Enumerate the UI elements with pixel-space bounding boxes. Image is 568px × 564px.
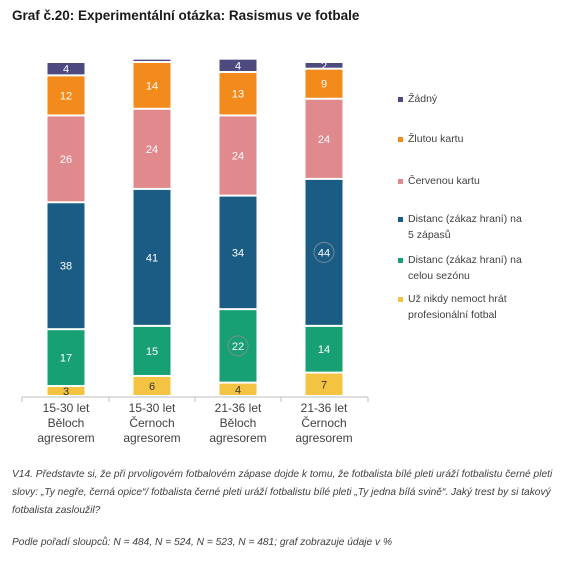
category-label-1-line-2: Běloch	[48, 416, 85, 430]
legend-swatch-distanc-zakaz-hrani-na-celou-sezonu	[398, 258, 403, 263]
value-label-uz-nikdy-nemoct-hrat-profesionalni-fotbal-2: 6	[149, 381, 155, 393]
bar-segment-zadny-2	[133, 59, 171, 61]
legend-swatch-cervenou-kartu	[398, 179, 403, 184]
value-label-distanc-zakaz-hrani-na-celou-sezonu-3: 22	[232, 341, 244, 353]
bar-segment-zadny-3	[219, 59, 257, 72]
category-label-4-line-2: Černoch	[301, 415, 346, 430]
stacked-bar-chart: 3 17 38 26 12 4 6 15 41 24 14 4 22 34 24 13 4 7 14 44 24 9 2 1…	[21, 59, 522, 445]
bar-segment-distanc-zakaz-hrani-na-celou-sezonu-2	[133, 326, 171, 375]
bar-segment-cervenou-kartu-2	[133, 109, 171, 188]
value-highlight-circle	[313, 241, 335, 263]
value-label-zlutou-kartu-2: 14	[146, 80, 158, 92]
category-label-2-line-2: Černoch	[129, 415, 174, 430]
value-label-cervenou-kartu-1: 26	[60, 154, 72, 166]
value-label-zlutou-kartu-3: 13	[232, 89, 244, 101]
category-label-3-line-2: Běloch	[220, 416, 257, 430]
bar-segment-distanc-zakaz-hrani-na-5-zapasu-2	[133, 189, 171, 325]
value-highlight-circle	[227, 335, 249, 357]
legend-swatch-zadny	[398, 97, 403, 102]
value-label-uz-nikdy-nemoct-hrat-profesionalni-fotbal-4: 7	[321, 379, 327, 391]
bar-segment-uz-nikdy-nemoct-hrat-profesionalni-fotbal-3	[219, 383, 257, 395]
category-label-4-line-1: 21-36 let	[301, 401, 348, 415]
bar-segment-zlutou-kartu-1	[47, 76, 85, 115]
chart-title: Graf č.20: Experimentální otázka: Rasism…	[12, 8, 360, 23]
category-label-4-line-3: agresorem	[295, 431, 352, 445]
legend-swatch-zlutou-kartu	[398, 137, 403, 142]
value-label-distanc-zakaz-hrani-na-celou-sezonu-1: 17	[60, 353, 72, 365]
bar-segment-zadny-4	[305, 63, 343, 68]
legend-label-distanc-zakaz-hrani-na-5-zapasu-line-1: Distanc (zákaz hraní) na	[408, 213, 522, 225]
value-label-uz-nikdy-nemoct-hrat-profesionalni-fotbal-3: 4	[235, 384, 241, 396]
bar-segment-distanc-zakaz-hrani-na-celou-sezonu-1	[47, 330, 85, 385]
bars-group: 3 17 38 26 12 4 6 15 41 24 14 4 22 34 24 13 4 7 14 44 24 9 2	[47, 59, 343, 398]
question-note: V14. Představte si, že při prvoligovém f…	[12, 469, 553, 516]
value-label-distanc-zakaz-hrani-na-celou-sezonu-2: 15	[146, 346, 158, 358]
value-label-zadny-1: 4	[63, 64, 69, 76]
value-label-uz-nikdy-nemoct-hrat-profesionalni-fotbal-1: 3	[63, 386, 69, 398]
bar-segment-distanc-zakaz-hrani-na-5-zapasu-3	[219, 196, 257, 309]
bar-segment-zadny-1	[47, 63, 85, 75]
legend-label-distanc-zakaz-hrani-na-5-zapasu-line-2: 5 zápasů	[408, 229, 451, 241]
legend: Žádný Žlutou kartu Červenou kartu Distanc (…	[398, 92, 522, 321]
category-label-2-line-3: agresorem	[123, 431, 180, 445]
x-axis	[21, 396, 369, 402]
bar-segment-distanc-zakaz-hrani-na-5-zapasu-1	[47, 203, 85, 329]
value-label-distanc-zakaz-hrani-na-5-zapasu-1: 38	[60, 261, 72, 273]
category-label-2-line-1: 15-30 let	[129, 401, 176, 415]
bar-segment-zlutou-kartu-2	[133, 63, 171, 108]
bar-segment-cervenou-kartu-1	[47, 116, 85, 202]
legend-label-uz-nikdy-nemoct-hrat-profesionalni-fotbal-line-2: profesionální fotbal	[408, 309, 497, 321]
value-label-distanc-zakaz-hrani-na-5-zapasu-4: 44	[318, 247, 330, 259]
bar-segment-cervenou-kartu-3	[219, 116, 257, 195]
legend-swatch-distanc-zakaz-hrani-na-5-zapasu	[398, 217, 403, 222]
legend-swatch-uz-nikdy-nemoct-hrat-profesionalni-fotbal	[398, 297, 403, 302]
value-label-distanc-zakaz-hrani-na-5-zapasu-3: 34	[232, 247, 244, 259]
value-label-zadny-4: 2	[321, 60, 327, 72]
bar-segment-uz-nikdy-nemoct-hrat-profesionalni-fotbal-1	[47, 386, 85, 395]
bar-segment-zlutou-kartu-4	[305, 69, 343, 98]
legend-label-uz-nikdy-nemoct-hrat-profesionalni-fotbal-line-1: Už nikdy nemoct hrát	[408, 293, 507, 305]
category-label-1-line-1: 15-30 let	[43, 401, 90, 415]
legend-label-cervenou-kartu: Červenou kartu	[408, 174, 480, 187]
value-label-distanc-zakaz-hrani-na-5-zapasu-2: 41	[146, 252, 158, 264]
legend-label-zlutou-kartu: Žlutou kartu	[408, 132, 464, 145]
value-label-zlutou-kartu-1: 12	[60, 90, 72, 102]
value-label-distanc-zakaz-hrani-na-celou-sezonu-4: 14	[318, 344, 330, 356]
bar-segment-cervenou-kartu-4	[305, 99, 343, 178]
value-label-cervenou-kartu-2: 24	[146, 144, 158, 156]
value-label-cervenou-kartu-4: 24	[318, 134, 330, 146]
legend-label-zadny: Žádný	[408, 92, 438, 105]
value-label-cervenou-kartu-3: 24	[232, 151, 244, 163]
value-label-zadny-3: 4	[235, 60, 241, 72]
bar-segment-distanc-zakaz-hrani-na-5-zapasu-4	[305, 179, 343, 325]
legend-label-distanc-zakaz-hrani-na-celou-sezonu-line-1: Distanc (zákaz hraní) na	[408, 254, 522, 266]
bar-segment-distanc-zakaz-hrani-na-celou-sezonu-3	[219, 310, 257, 382]
legend-label-distanc-zakaz-hrani-na-celou-sezonu-line-2: celou sezónu	[408, 270, 470, 282]
source-note: Podle pořadí sloupců: N = 484, N = 524, …	[12, 537, 393, 548]
category-label-3-line-1: 21-36 let	[215, 401, 262, 415]
bar-segment-distanc-zakaz-hrani-na-celou-sezonu-4	[305, 326, 343, 372]
bar-segment-zlutou-kartu-3	[219, 73, 257, 115]
bar-segment-uz-nikdy-nemoct-hrat-profesionalni-fotbal-4	[305, 373, 343, 395]
bar-segment-uz-nikdy-nemoct-hrat-profesionalni-fotbal-2	[133, 376, 171, 395]
category-label-1-line-3: agresorem	[37, 431, 94, 445]
category-label-3-line-3: agresorem	[209, 431, 266, 445]
value-label-zlutou-kartu-4: 9	[321, 79, 327, 91]
